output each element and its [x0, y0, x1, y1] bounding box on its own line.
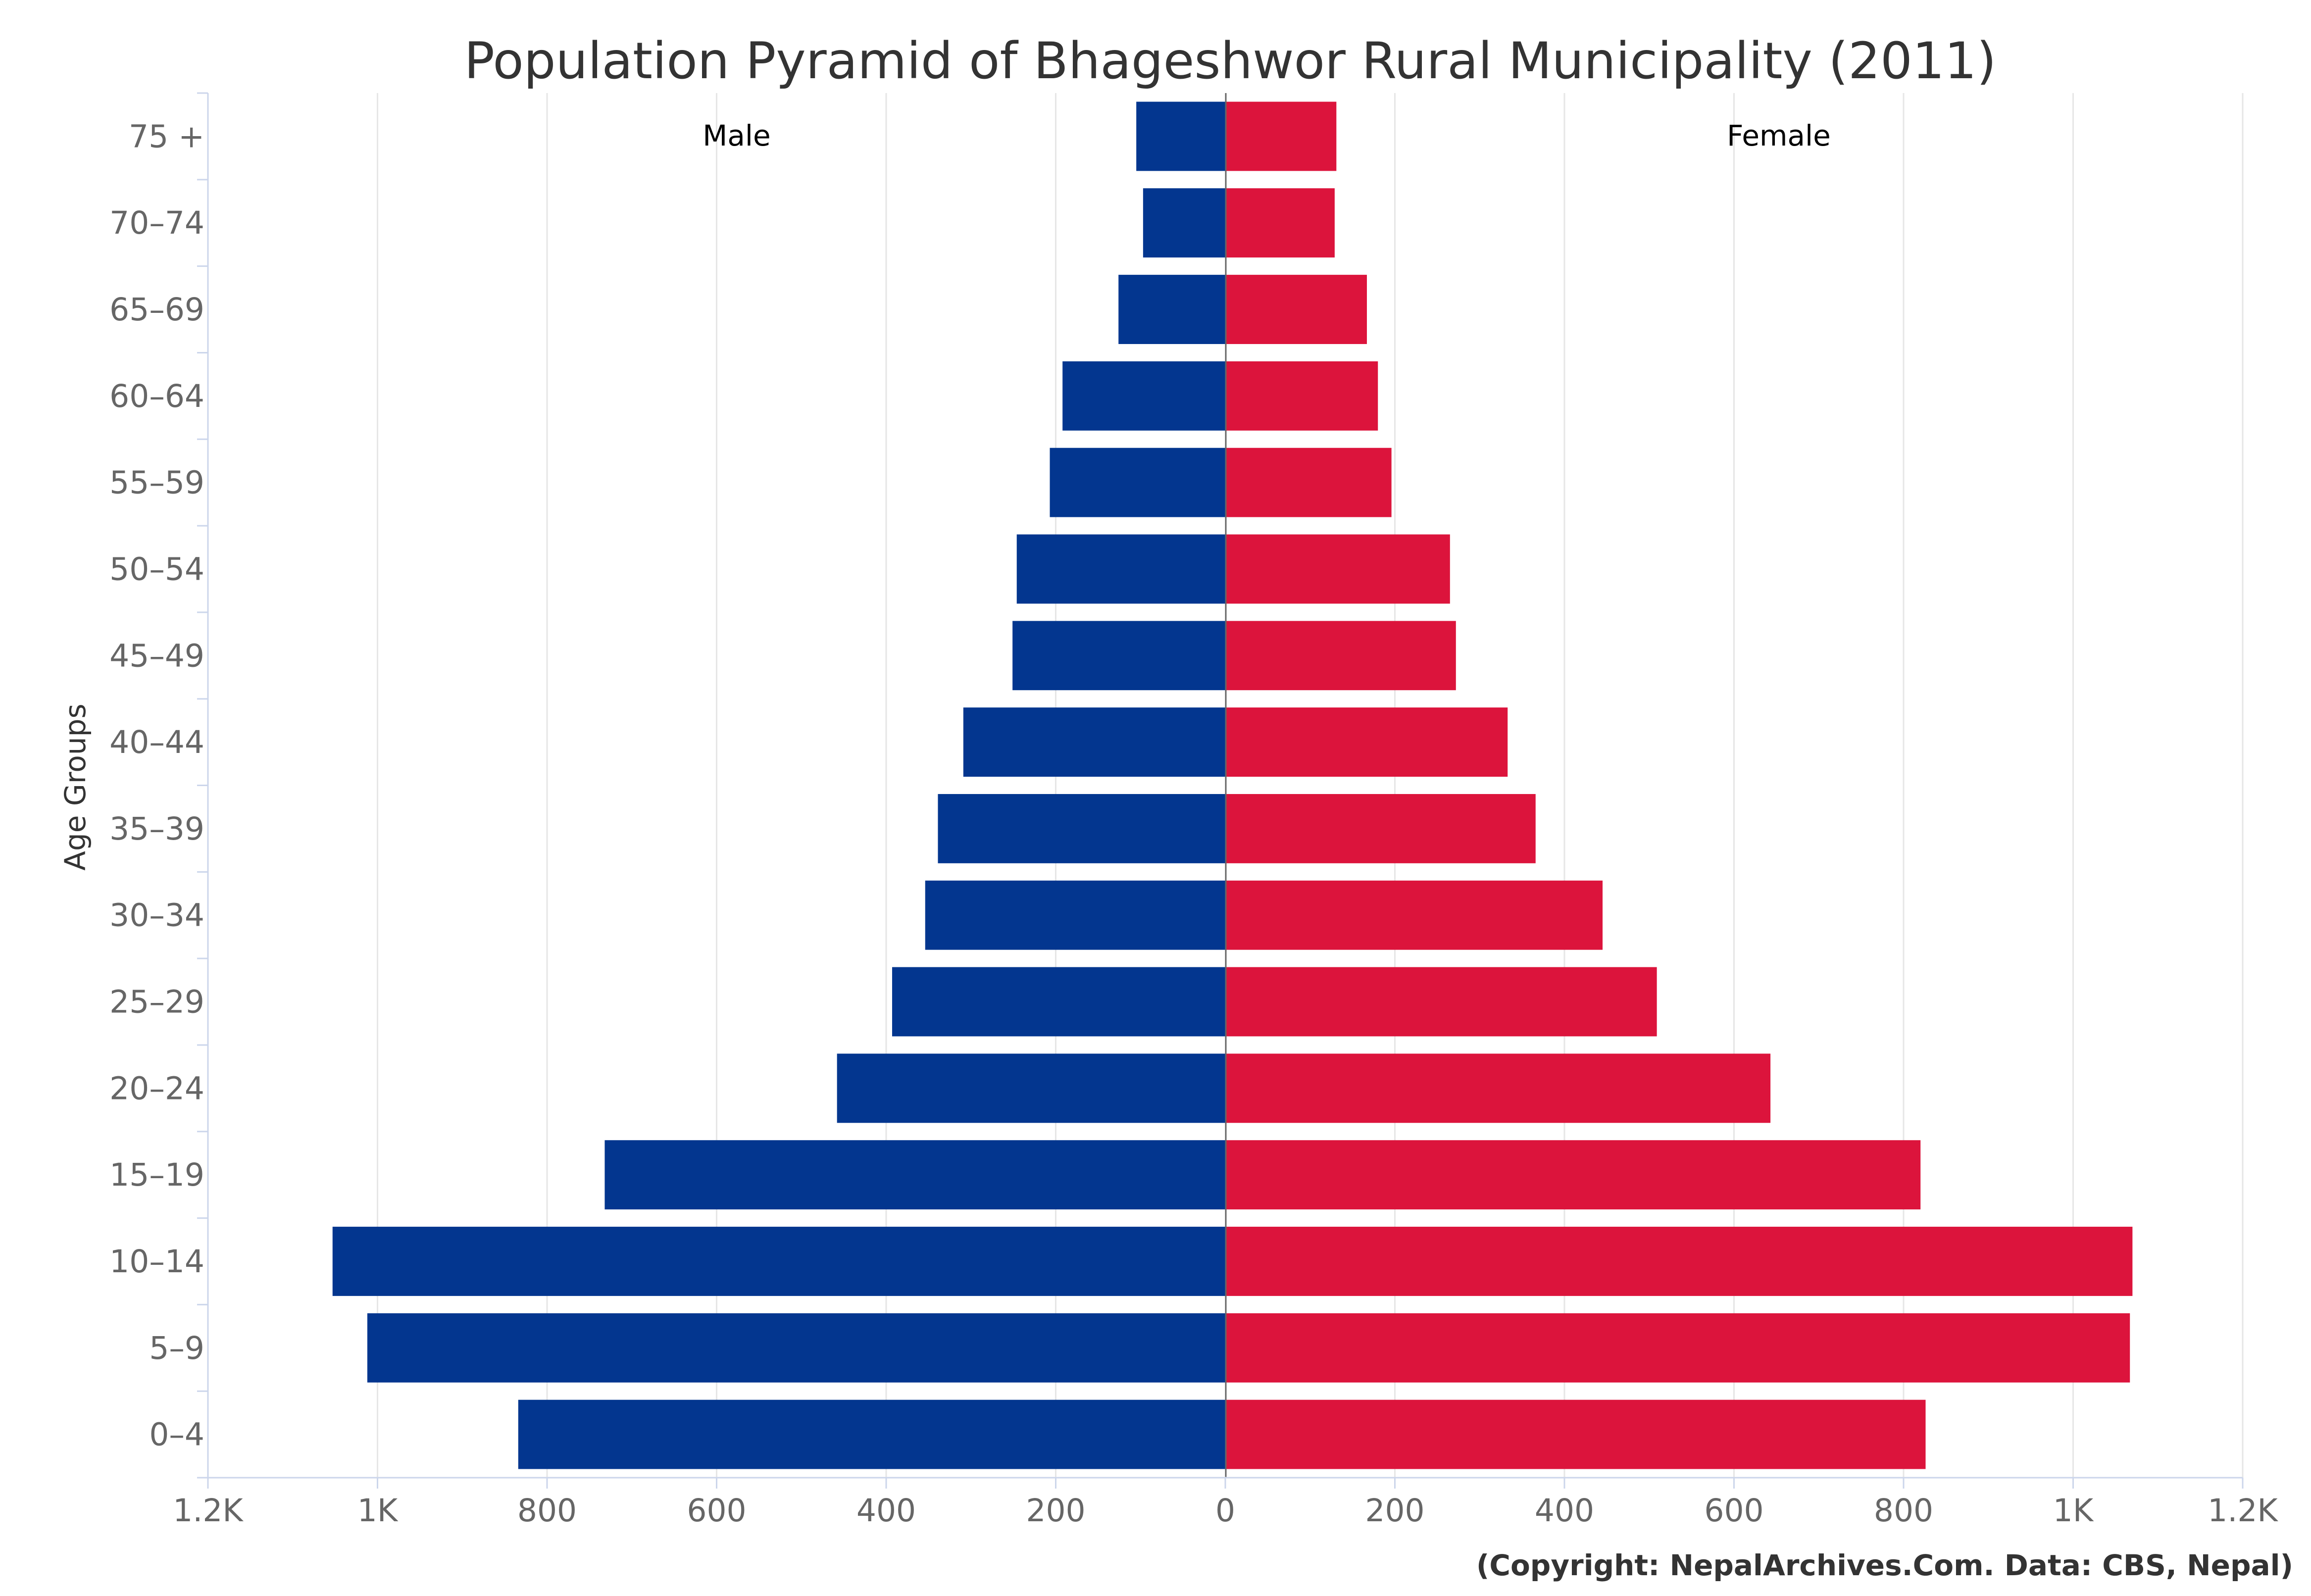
- bar-female-12: [1225, 361, 1378, 431]
- bar-female-13: [1225, 275, 1367, 344]
- bar-male-4: [837, 1053, 1225, 1123]
- x-tick-label: 800: [1874, 1493, 1933, 1529]
- bar-female-8: [1225, 707, 1508, 777]
- y-axis-title: Age Groups: [58, 703, 92, 870]
- bar-female-1: [1225, 1313, 2130, 1383]
- x-tick-label: 600: [687, 1493, 746, 1529]
- bar-male-3: [604, 1140, 1225, 1210]
- x-tick-label: 0: [1215, 1493, 1235, 1529]
- y-tick-label: 55–59: [109, 465, 204, 501]
- y-tick-label: 65–69: [109, 292, 204, 328]
- y-tick-label: 70–74: [109, 205, 204, 241]
- y-tick-label: 45–49: [109, 638, 204, 674]
- x-tick-label: 800: [517, 1493, 577, 1529]
- bar-female-9: [1225, 621, 1456, 691]
- chart-title: Population Pyramid of Bhageshwor Rural M…: [464, 32, 1997, 91]
- x-tick-label: 1.2K: [2208, 1493, 2278, 1529]
- y-tick-label: 50–54: [109, 551, 204, 587]
- x-tick-label: 200: [1365, 1493, 1424, 1529]
- bar-female-15: [1225, 101, 1337, 171]
- y-tick-label: 30–34: [109, 898, 204, 934]
- y-tick-label: 20–24: [109, 1070, 204, 1106]
- x-tick-label: 1.2K: [173, 1493, 244, 1529]
- x-tick-label: 1K: [357, 1493, 399, 1529]
- y-tick-label: 15–19: [109, 1157, 204, 1193]
- bar-female-4: [1225, 1053, 1771, 1123]
- bar-male-0: [518, 1399, 1225, 1469]
- bar-male-2: [332, 1227, 1225, 1296]
- y-tick-label: 10–14: [109, 1244, 204, 1280]
- bar-male-15: [1136, 101, 1225, 171]
- bar-male-12: [1062, 361, 1225, 431]
- bar-male-7: [938, 794, 1225, 863]
- x-tick-label: 400: [856, 1493, 916, 1529]
- bar-female-10: [1225, 534, 1450, 604]
- y-tick-label: 25–29: [109, 984, 204, 1020]
- y-tick-label: 35–39: [109, 811, 204, 847]
- bar-male-8: [963, 707, 1225, 777]
- bar-female-11: [1225, 448, 1392, 517]
- bar-female-5: [1225, 967, 1657, 1037]
- bars: [332, 101, 2133, 1469]
- bar-female-3: [1225, 1140, 1921, 1210]
- bar-female-0: [1225, 1399, 1926, 1469]
- bar-male-1: [367, 1313, 1226, 1383]
- y-tick-labels: 0–4 5–9 10–14 15–19 20–24 25–29 30–34 35–39 40–4…: [109, 118, 204, 1452]
- series-label-male: Male: [703, 119, 770, 152]
- series-label-female: Female: [1727, 119, 1831, 152]
- bar-male-5: [892, 967, 1225, 1037]
- x-tick-label: 1K: [2053, 1493, 2094, 1529]
- y-tick-label: 75 +: [129, 118, 204, 154]
- x-tick-label: 400: [1535, 1493, 1594, 1529]
- x-tick-label: 600: [1704, 1493, 1763, 1529]
- bar-male-9: [1012, 621, 1225, 691]
- bar-male-6: [925, 880, 1225, 950]
- chart-credit: (Copyright: NepalArchives.Com. Data: CBS…: [1476, 1548, 2293, 1582]
- bar-male-11: [1050, 448, 1225, 517]
- y-tick-label: 0–4: [149, 1417, 204, 1453]
- bar-female-6: [1225, 880, 1603, 950]
- y-tick-label: 60–64: [109, 378, 204, 414]
- y-tick-label: 40–44: [109, 724, 204, 760]
- x-tick-labels: 1.2K 1K 800 600 400 200 0 200 400 600 800 1K 1.2K: [173, 1493, 2278, 1529]
- bar-female-7: [1225, 794, 1536, 863]
- bar-male-13: [1118, 275, 1225, 344]
- x-tick-label: 200: [1026, 1493, 1085, 1529]
- bar-female-2: [1225, 1227, 2133, 1296]
- bar-male-14: [1143, 188, 1225, 258]
- y-tick-label: 5–9: [149, 1330, 204, 1366]
- bar-female-14: [1225, 188, 1335, 258]
- bar-male-10: [1016, 534, 1225, 604]
